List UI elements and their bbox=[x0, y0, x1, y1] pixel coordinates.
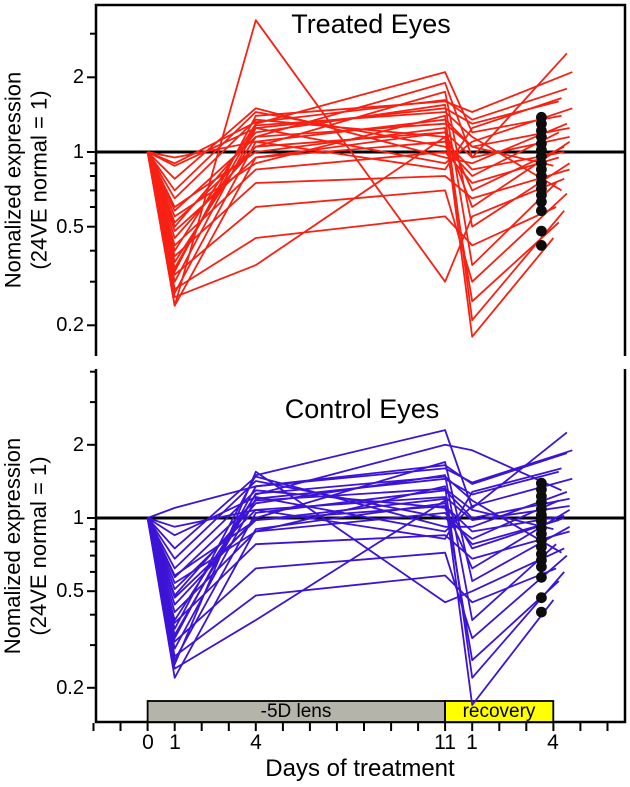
x-tick-label: 4 bbox=[547, 731, 559, 754]
x-tick-label: 4 bbox=[250, 731, 262, 754]
y-axis-label-line2: (24VE normal = 1) bbox=[26, 90, 52, 270]
lens-bar-label: -5D lens bbox=[260, 701, 332, 722]
y-tick-label: 1 bbox=[72, 507, 84, 529]
y-tick-label: 2 bbox=[72, 434, 84, 456]
y-axis-label-control: Nomalized expression (24VE normal = 1) bbox=[0, 369, 56, 723]
y-tick-label: 0.2 bbox=[56, 314, 84, 336]
y-tick-label: 1 bbox=[72, 141, 84, 163]
y-axis-label-line1: Nomalized expression bbox=[0, 71, 26, 289]
panel-title-control: Control Eyes bbox=[284, 394, 440, 424]
x-tick-label: 11 bbox=[434, 731, 456, 754]
y-tick-label: 0.5 bbox=[56, 216, 84, 238]
recovery-bar-label: recovery bbox=[462, 701, 536, 722]
y-axis-label-line2: (24VE normal = 1) bbox=[26, 456, 51, 636]
panel-title-treated: Treated Eyes bbox=[291, 9, 451, 39]
x-tick-label: 1 bbox=[169, 731, 181, 754]
y-axis-label-treated: Nomalized expression (24VE normal = 1) bbox=[1, 5, 57, 356]
x-tick-label: 0 bbox=[142, 731, 154, 754]
x-axis-label: Days of treatment bbox=[265, 755, 455, 782]
y-tick-label: 0.2 bbox=[56, 677, 84, 699]
x-tick-label: 1 bbox=[466, 731, 478, 754]
y-axis-label-line1: Nomalized expression bbox=[0, 437, 25, 655]
y-tick-label: 2 bbox=[72, 66, 84, 88]
y-tick-label: 0.5 bbox=[56, 580, 84, 602]
